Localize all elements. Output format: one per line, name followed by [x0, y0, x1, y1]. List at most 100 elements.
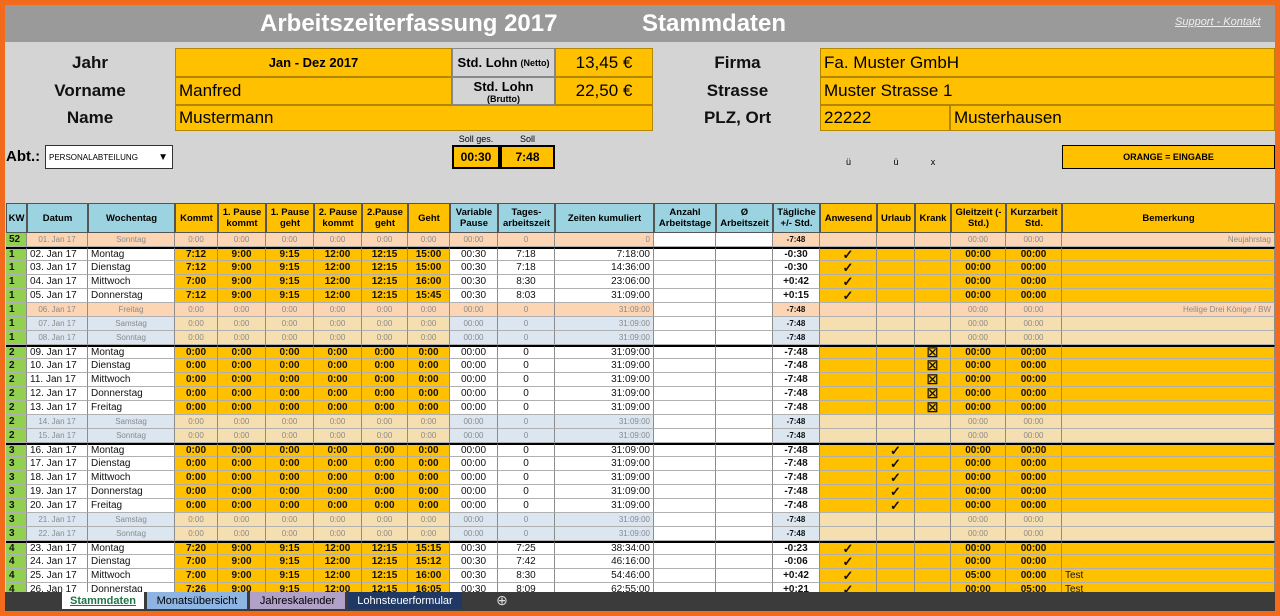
cell[interactable]: 9:15 [266, 569, 314, 583]
cell[interactable]: 0:00 [175, 429, 218, 443]
cell[interactable]: 00:00 [1006, 555, 1062, 569]
cell[interactable]: 00:00 [951, 513, 1006, 527]
cell[interactable]: 00:00 [951, 345, 1006, 359]
cell[interactable]: 05:00 [1006, 583, 1062, 592]
name-value[interactable]: Mustermann [175, 105, 653, 131]
cell[interactable]: 12:00 [314, 275, 362, 289]
cell[interactable] [877, 275, 915, 289]
cell[interactable]: 0:00 [175, 331, 218, 345]
cell[interactable]: 0:00 [362, 415, 408, 429]
cell[interactable]: 9:00 [218, 541, 266, 555]
cell[interactable] [915, 499, 951, 513]
cell[interactable]: 00:00 [1006, 303, 1062, 317]
cell[interactable]: ✓ [877, 443, 915, 457]
cell[interactable] [1062, 485, 1275, 499]
cell[interactable]: 0:00 [218, 317, 266, 331]
cell[interactable]: 16:00 [408, 275, 450, 289]
cell[interactable]: 9:15 [266, 289, 314, 303]
cell[interactable]: 0:00 [218, 527, 266, 541]
cell[interactable]: 00:00 [951, 429, 1006, 443]
sheet-tab[interactable]: Jahreskalender [250, 592, 345, 609]
cell[interactable]: 0:00 [314, 457, 362, 471]
cell[interactable]: 0:00 [314, 387, 362, 401]
cell[interactable]: 00:00 [1006, 415, 1062, 429]
cell[interactable]: ✓ [877, 485, 915, 499]
cell[interactable]: 12:00 [314, 569, 362, 583]
cell[interactable] [820, 345, 877, 359]
cell[interactable]: 0:00 [218, 373, 266, 387]
cell[interactable]: 0:00 [314, 513, 362, 527]
cell[interactable] [915, 275, 951, 289]
cell[interactable] [1062, 415, 1275, 429]
cell[interactable]: 0:00 [175, 345, 218, 359]
cell[interactable]: 0:00 [314, 233, 362, 247]
cell[interactable]: 00:00 [951, 555, 1006, 569]
cell[interactable]: 00:00 [1006, 471, 1062, 485]
cell[interactable]: ✓ [820, 541, 877, 555]
add-sheet-button[interactable]: ⊕ [496, 592, 508, 608]
cell[interactable]: 0:00 [266, 443, 314, 457]
cell[interactable]: 9:00 [218, 247, 266, 261]
cell[interactable]: ☒ [915, 401, 951, 415]
cell[interactable]: 0:00 [314, 527, 362, 541]
cell[interactable]: ☒ [915, 373, 951, 387]
cell[interactable] [877, 345, 915, 359]
cell[interactable] [877, 429, 915, 443]
cell[interactable] [915, 513, 951, 527]
city-value[interactable]: Musterhausen [950, 105, 1275, 131]
cell[interactable] [877, 317, 915, 331]
cell[interactable]: 0:00 [408, 499, 450, 513]
cell[interactable]: 0:00 [218, 415, 266, 429]
cell[interactable]: 9:15 [266, 261, 314, 275]
cell[interactable] [820, 387, 877, 401]
cell[interactable]: 7:00 [175, 569, 218, 583]
cell[interactable]: 9:15 [266, 555, 314, 569]
cell[interactable] [915, 569, 951, 583]
cell[interactable] [820, 317, 877, 331]
cell[interactable]: 0:00 [266, 415, 314, 429]
cell[interactable]: 0:00 [266, 401, 314, 415]
cell[interactable]: 9:00 [218, 555, 266, 569]
cell[interactable]: 0:00 [218, 233, 266, 247]
cell[interactable]: 0:00 [408, 443, 450, 457]
cell[interactable] [915, 541, 951, 555]
cell[interactable]: 00:00 [951, 261, 1006, 275]
cell[interactable]: 0:00 [175, 527, 218, 541]
cell[interactable]: 15:00 [408, 247, 450, 261]
cell[interactable]: 9:00 [218, 261, 266, 275]
cell[interactable]: 0:00 [218, 345, 266, 359]
cell[interactable]: 12:15 [362, 583, 408, 592]
cell[interactable] [820, 303, 877, 317]
cell[interactable]: 9:15 [266, 247, 314, 261]
cell[interactable]: 0:00 [314, 345, 362, 359]
cell[interactable] [1062, 289, 1275, 303]
cell[interactable]: 0:00 [408, 415, 450, 429]
cell[interactable]: 00:00 [1006, 541, 1062, 555]
cell[interactable]: 12:00 [314, 555, 362, 569]
cell[interactable]: 15:15 [408, 541, 450, 555]
cell[interactable]: 0:00 [175, 401, 218, 415]
cell[interactable]: 0:00 [408, 303, 450, 317]
cell[interactable]: 12:00 [314, 583, 362, 592]
cell[interactable]: 0:00 [314, 317, 362, 331]
cell[interactable]: 0:00 [362, 457, 408, 471]
cell[interactable]: 0:00 [408, 527, 450, 541]
cell[interactable]: 0:00 [314, 485, 362, 499]
cell[interactable]: 16:00 [408, 569, 450, 583]
cell[interactable]: 0:00 [362, 331, 408, 345]
cell[interactable]: 00:00 [951, 485, 1006, 499]
cell[interactable]: 12:15 [362, 541, 408, 555]
cell[interactable]: ✓ [820, 569, 877, 583]
cell[interactable]: 0:00 [362, 387, 408, 401]
cell[interactable]: 00:00 [951, 387, 1006, 401]
cell[interactable]: 0:00 [408, 331, 450, 345]
cell[interactable] [877, 247, 915, 261]
cell[interactable] [1062, 317, 1275, 331]
cell[interactable]: 0:00 [408, 513, 450, 527]
cell[interactable] [820, 331, 877, 345]
cell[interactable]: 00:00 [1006, 373, 1062, 387]
cell[interactable]: 0:00 [218, 359, 266, 373]
cell[interactable]: 0:00 [175, 457, 218, 471]
cell[interactable]: 0:00 [362, 303, 408, 317]
cell[interactable]: 0:00 [218, 401, 266, 415]
